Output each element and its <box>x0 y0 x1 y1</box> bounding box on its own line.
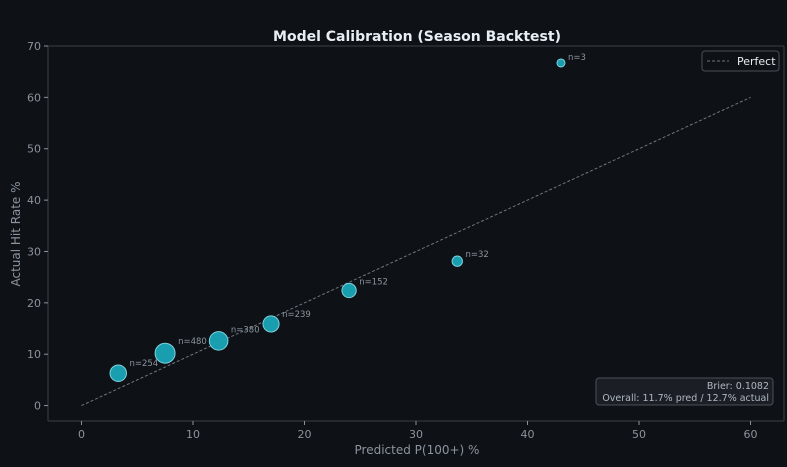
overall-summary-text: Overall: 11.7% pred / 12.7% actual <box>602 393 769 404</box>
x-tick-label: 40 <box>521 428 535 441</box>
x-tick-label: 20 <box>297 428 311 441</box>
point-count-label: n=380 <box>231 326 260 336</box>
y-tick-label: 30 <box>27 245 41 258</box>
x-axis-label: Predicted P(100+) % <box>355 443 480 457</box>
point-count-label: n=3 <box>568 53 586 63</box>
calibration-point <box>109 364 127 382</box>
y-tick-label: 50 <box>27 143 41 156</box>
y-tick-label: 60 <box>27 91 41 104</box>
legend-perfect-label: Perfect <box>737 55 776 68</box>
calibration-point <box>451 255 463 267</box>
legend-box <box>701 50 780 72</box>
x-tick-label: 60 <box>744 428 758 441</box>
calibration-point <box>556 58 566 68</box>
calibration-point <box>208 331 229 351</box>
point-count-label: n=480 <box>178 337 207 347</box>
y-axis-label: Actual Hit Rate % <box>9 181 23 286</box>
points-layer <box>109 58 566 382</box>
y-tick-label: 40 <box>27 194 41 207</box>
x-tick-label: 10 <box>186 428 200 441</box>
point-count-label: n=32 <box>465 250 488 260</box>
x-tick-label: 30 <box>409 428 423 441</box>
bubble-labels-layer: n=254 n=480 n=380 n=239 n=152 n=32 n=3 <box>129 53 585 369</box>
calibration-point <box>154 342 176 364</box>
y-tick-label: 10 <box>27 348 41 361</box>
point-count-label: n=152 <box>359 277 388 287</box>
brier-score-text: Brier: 0.1082 <box>707 381 769 392</box>
calibration-point <box>341 282 357 299</box>
axes: 0 10 20 30 40 50 60 0 10 20 30 40 50 60 70 <box>27 40 785 441</box>
y-tick-label: 0 <box>34 400 41 413</box>
stats-box <box>595 377 774 406</box>
perfect-reference-line <box>81 96 751 407</box>
reference-layer <box>81 96 751 407</box>
point-count-label: n=239 <box>282 310 311 320</box>
stats-annotation: Brier: 0.1082 Overall: 11.7% pred / 12.7… <box>595 377 774 406</box>
legend: Perfect <box>701 50 780 72</box>
point-count-label: n=254 <box>129 359 158 369</box>
y-tick-label: 70 <box>27 40 41 53</box>
x-tick-label: 50 <box>632 428 646 441</box>
calibration-point <box>262 315 280 333</box>
y-tick-label: 20 <box>27 297 41 310</box>
x-tick-label: 0 <box>78 428 85 441</box>
chart-title: Model Calibration (Season Backtest) <box>273 29 561 45</box>
